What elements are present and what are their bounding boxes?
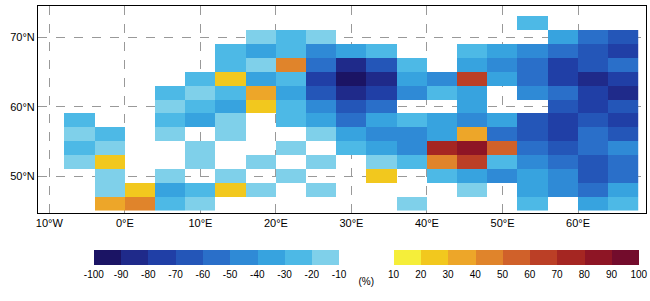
svg-text:80: 80 [579, 269, 591, 280]
svg-text:50°E: 50°E [491, 217, 515, 229]
svg-text:10°W: 10°W [36, 217, 64, 229]
svg-text:40: 40 [470, 269, 482, 280]
svg-text:-50: -50 [223, 269, 238, 280]
svg-text:-40: -40 [250, 269, 265, 280]
svg-text:60: 60 [524, 269, 536, 280]
svg-text:50°N: 50°N [10, 170, 35, 182]
svg-text:-90: -90 [114, 269, 129, 280]
svg-text:10: 10 [388, 269, 400, 280]
svg-text:70°N: 70°N [10, 31, 35, 43]
svg-text:-60: -60 [196, 269, 211, 280]
svg-text:-100: -100 [84, 269, 104, 280]
svg-text:90: 90 [606, 269, 618, 280]
svg-text:20: 20 [415, 269, 427, 280]
svg-text:70: 70 [552, 269, 564, 280]
svg-text:-30: -30 [277, 269, 292, 280]
svg-text:-10: -10 [332, 269, 347, 280]
svg-text:0°E: 0°E [116, 217, 134, 229]
svg-text:20°E: 20°E [264, 217, 288, 229]
svg-text:60°N: 60°N [10, 101, 35, 113]
svg-text:30°E: 30°E [339, 217, 363, 229]
svg-text:10°E: 10°E [188, 217, 212, 229]
svg-text:40°E: 40°E [415, 217, 439, 229]
svg-text:(%): (%) [359, 276, 375, 287]
svg-text:60°E: 60°E [566, 217, 590, 229]
svg-text:-20: -20 [305, 269, 320, 280]
svg-text:100: 100 [630, 269, 647, 280]
svg-text:50: 50 [497, 269, 509, 280]
svg-text:-70: -70 [168, 269, 183, 280]
svg-text:30: 30 [443, 269, 455, 280]
svg-text:-80: -80 [141, 269, 156, 280]
